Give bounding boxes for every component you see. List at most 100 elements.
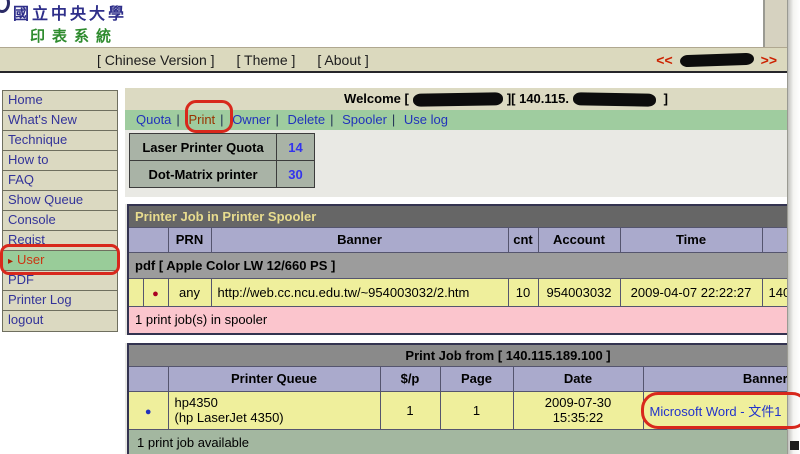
top-nav-bar: [ Chinese Version ] [ Theme ] [ About ] … xyxy=(0,47,787,73)
sidebar-menu: Home What's New Technique How to FAQ Sho… xyxy=(2,90,118,332)
welcome-text-suffix: ] xyxy=(663,91,668,106)
divider xyxy=(125,197,787,204)
column-header-date: Date xyxy=(512,365,644,392)
column-header-cnt: cnt xyxy=(507,226,539,253)
spooler-table: Printer Job in Printer Spooler PRN Banne… xyxy=(127,204,787,335)
print-job-title-row: Print Job from [ 140.115.189.100 ] xyxy=(127,343,787,367)
table-row: Dot-Matrix printer 30 xyxy=(129,160,315,188)
spooler-footer-text: 1 print job(s) in spooler xyxy=(127,305,787,335)
redacted-username xyxy=(412,92,503,107)
print-job-title: Print Job from [ 140.115.189.100 ] xyxy=(127,343,787,367)
job-banner-url: http://web.cc.ncu.edu.tw/~954003032/2.ht… xyxy=(210,277,509,307)
print-system-logo-subtitle: 印表系統 xyxy=(30,28,119,45)
tab-quota[interactable]: Quota xyxy=(136,112,172,127)
column-header-empty xyxy=(127,226,169,253)
column-header-from xyxy=(761,226,787,253)
tab-print[interactable]: Print xyxy=(188,112,216,127)
price-per-page: 1 xyxy=(379,390,441,430)
tab-delete[interactable]: Delete xyxy=(287,112,326,127)
chinese-version-link[interactable]: [ Chinese Version ] xyxy=(97,52,215,68)
sidebar-item-pdf[interactable]: PDF xyxy=(3,271,117,291)
scrollbar[interactable] xyxy=(787,0,800,454)
quota-value-dotmatrix: 30 xyxy=(276,160,315,188)
quota-value-laser: 14 xyxy=(276,133,315,161)
welcome-text-prefix: Welcome [ xyxy=(344,91,409,106)
tab-separator: | xyxy=(176,112,180,127)
red-dot-icon: ● xyxy=(152,287,159,300)
job-select-bullet[interactable]: ● xyxy=(127,390,169,430)
sidebar-item-printer-log[interactable]: Printer Log xyxy=(3,291,117,311)
sidebar-item-how-to[interactable]: How to xyxy=(3,151,117,171)
column-header-price-per-page: $/p xyxy=(379,365,441,392)
job-from-ip: 140 xyxy=(761,277,787,307)
job-cnt: 10 xyxy=(507,277,539,307)
top-nav-links: [ Chinese Version ] [ Theme ] [ About ] xyxy=(97,52,369,68)
tab-owner[interactable]: Owner xyxy=(232,112,271,127)
spooler-footer-row: 1 print job(s) in spooler xyxy=(127,305,787,335)
tab-separator: | xyxy=(330,112,334,127)
job-date-cell: 2009-07-30 15:35:22 xyxy=(512,390,644,430)
pager-prev-link[interactable]: << xyxy=(656,52,673,68)
sidebar-item-whats-new[interactable]: What's New xyxy=(3,111,117,131)
sidebar-item-faq[interactable]: FAQ xyxy=(3,171,117,191)
print-job-row: ● hp4350 (hp LaserJet 4350) 1 1 2009-07-3… xyxy=(127,390,787,430)
quota-label-dotmatrix: Dot-Matrix printer xyxy=(129,160,277,188)
job-select-bullet[interactable]: ● xyxy=(142,277,169,307)
blue-dot-icon: ● xyxy=(144,405,152,418)
job-prn: any xyxy=(167,277,212,307)
active-arrow-icon: ▸ xyxy=(8,256,14,267)
welcome-bar: Welcome [ ][ 140.115. ] xyxy=(125,88,787,110)
job-account: 954003032 xyxy=(537,277,621,307)
column-header-banner: Banner xyxy=(642,365,787,392)
printer-queue-cell: hp4350 (hp LaserJet 4350) xyxy=(167,390,381,430)
divider xyxy=(125,335,787,343)
job-time: 15:35:22 xyxy=(552,410,604,425)
pager-next-link[interactable]: >> xyxy=(760,52,777,68)
page-header: 國立中央大學 印表系統 xyxy=(0,0,762,47)
empty-cell xyxy=(127,277,144,307)
column-header-printer-queue: Printer Queue xyxy=(167,365,381,392)
scrollbar-mark xyxy=(790,441,799,450)
header-right-frame xyxy=(763,0,787,47)
sidebar-item-home[interactable]: Home xyxy=(3,91,117,111)
tab-separator: | xyxy=(391,112,396,127)
job-time: 2009-04-07 22:22:27 xyxy=(619,277,763,307)
print-job-footer-row: 1 print job available xyxy=(127,428,787,454)
about-link[interactable]: [ About ] xyxy=(317,52,369,68)
page-count: 1 xyxy=(439,390,514,430)
tab-separator: | xyxy=(275,112,279,127)
sidebar-item-logout[interactable]: logout xyxy=(3,311,117,331)
quota-table: Laser Printer Quota 14 Dot-Matrix printe… xyxy=(129,133,315,188)
sidebar-item-show-queue[interactable]: Show Queue xyxy=(3,191,117,211)
print-job-footer-text: 1 print job available xyxy=(127,428,787,454)
column-header-page: Page xyxy=(439,365,514,392)
spacer xyxy=(125,188,787,197)
job-date: 2009-07-30 xyxy=(544,395,612,410)
sidebar-item-technique[interactable]: Technique xyxy=(3,131,117,151)
sidebar-item-console[interactable]: Console xyxy=(3,211,117,231)
printer-group-row: pdf [ Apple Color LW 12/660 PS ] xyxy=(127,251,787,279)
university-logo-title: 國立中央大學 xyxy=(13,6,128,23)
queue-name: hp4350 xyxy=(174,395,218,410)
column-header-prn: PRN xyxy=(167,226,212,253)
top-nav-pager: << >> xyxy=(656,52,777,68)
sidebar-item-user[interactable]: ▸ User xyxy=(3,251,117,271)
main-panel: Welcome [ ][ 140.115. ] Quota | Print | Own… xyxy=(125,88,787,454)
column-header-time: Time xyxy=(619,226,763,253)
column-header-banner: Banner xyxy=(210,226,509,253)
sidebar-item-user-label: User xyxy=(17,252,45,267)
quota-label-laser: Laser Printer Quota xyxy=(129,133,277,161)
banner-cell: Microsoft Word - 文件1 xyxy=(642,390,787,430)
print-job-table: Print Job from [ 140.115.189.100 ] Print… xyxy=(127,343,787,454)
banner-document-link[interactable]: Microsoft Word - 文件1 xyxy=(649,403,782,419)
column-header-empty xyxy=(127,365,169,392)
queue-model: (hp LaserJet 4350) xyxy=(174,410,284,425)
spooler-title: Printer Job in Printer Spooler xyxy=(127,204,787,228)
welcome-text-mid: ][ 140.115. xyxy=(506,91,569,106)
sidebar-item-regist[interactable]: Regist xyxy=(3,231,117,251)
theme-link[interactable]: [ Theme ] xyxy=(236,52,296,68)
printer-group-label: pdf [ Apple Color LW 12/660 PS ] xyxy=(127,251,787,279)
tab-use-log[interactable]: Use log xyxy=(403,112,448,127)
spooler-header-row: PRN Banner cnt Account Time xyxy=(127,226,787,253)
tab-spooler[interactable]: Spooler xyxy=(342,112,387,127)
